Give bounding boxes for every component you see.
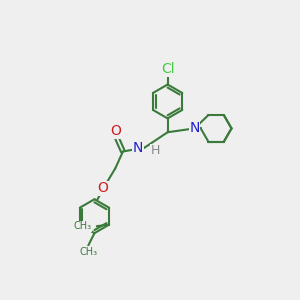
Text: N: N xyxy=(133,141,143,155)
Text: N: N xyxy=(189,122,200,135)
Text: O: O xyxy=(98,182,108,196)
Text: H: H xyxy=(151,144,160,157)
Text: CH₃: CH₃ xyxy=(73,221,92,231)
Text: Cl: Cl xyxy=(161,62,174,76)
Text: CH₃: CH₃ xyxy=(79,247,98,256)
Text: O: O xyxy=(110,124,121,139)
